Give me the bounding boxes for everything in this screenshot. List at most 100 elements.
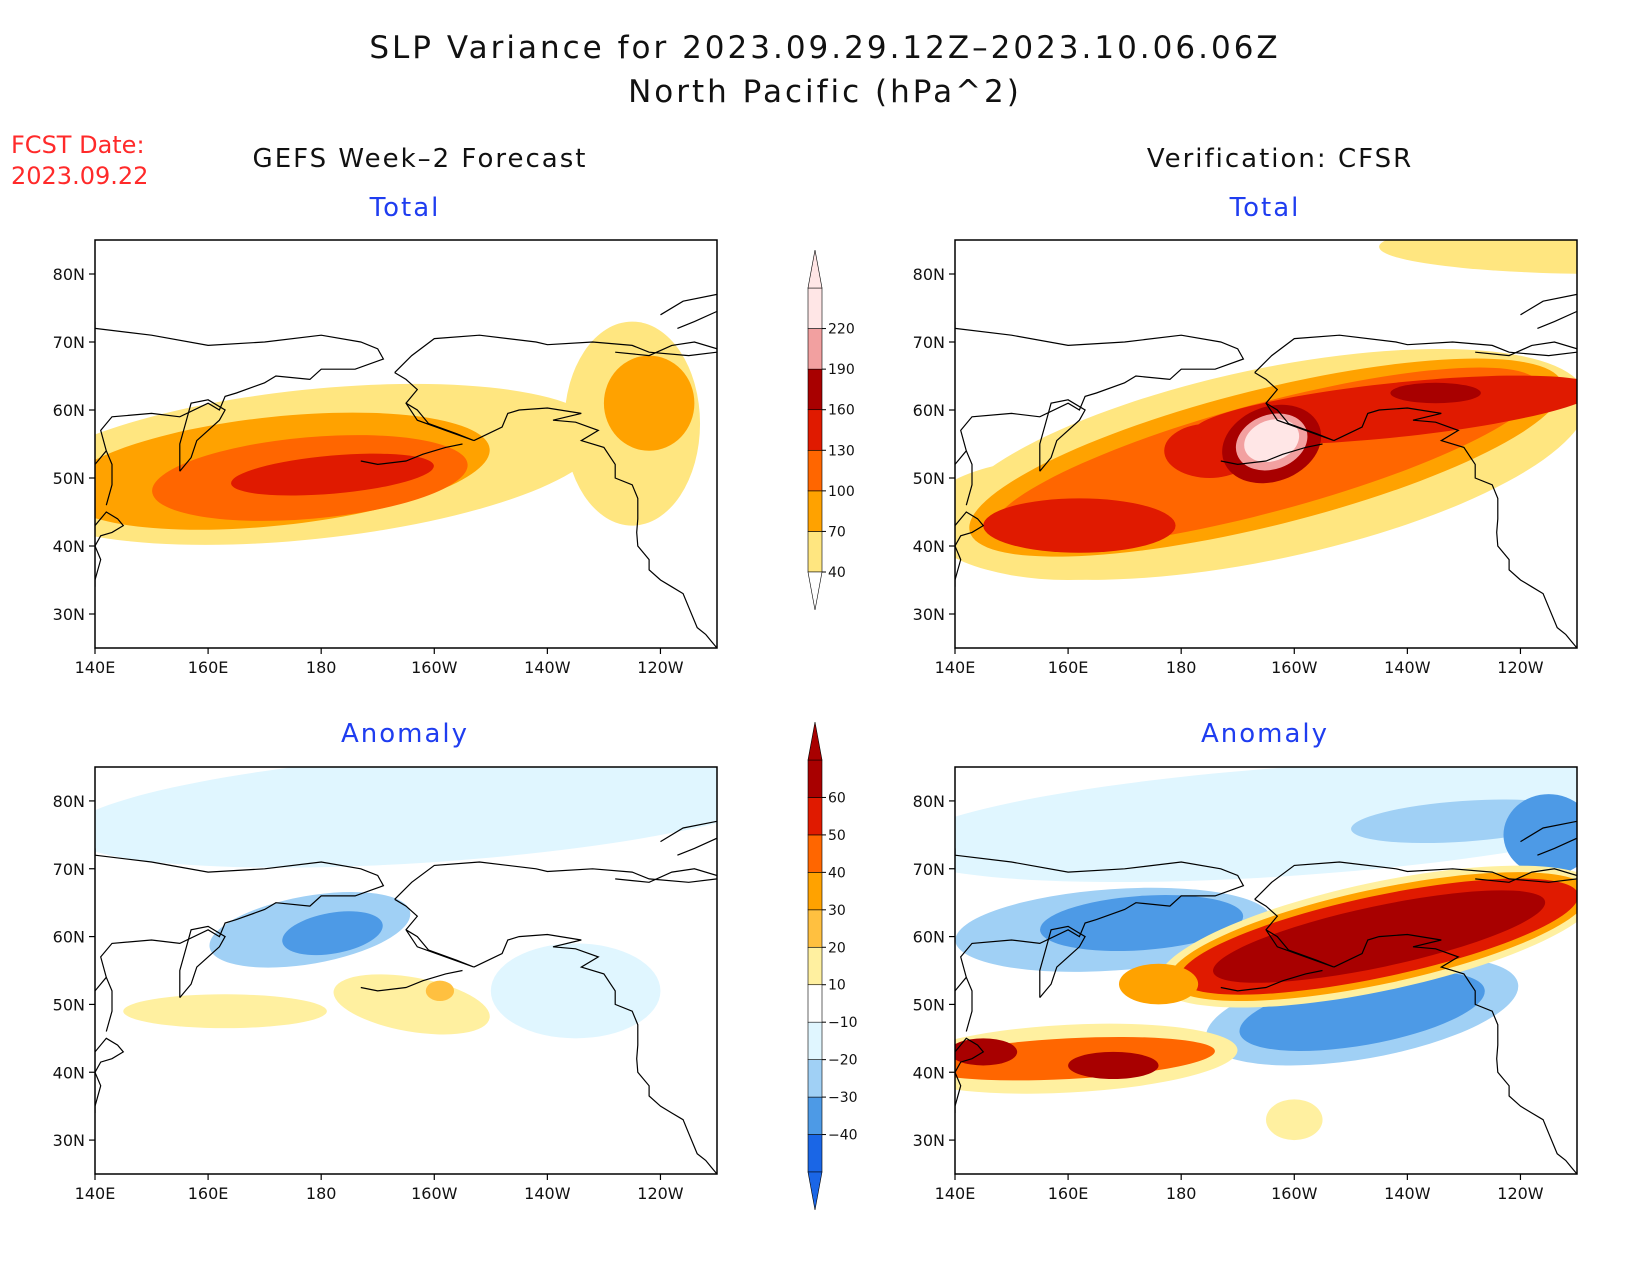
lon-tick-label: 140W — [524, 1184, 571, 1203]
lat-tick-label: 70N — [53, 333, 85, 352]
colorbar-label: 190 — [828, 362, 855, 378]
column-title-forecast: GEFS Week–2 Forecast — [252, 144, 588, 174]
shaded-contour-region — [1239, 971, 1485, 1051]
lat-tick-label: 60N — [53, 928, 85, 947]
coastline — [105, 450, 113, 506]
lat-tick-label: 50N — [913, 995, 945, 1014]
lon-tick-label: 120W — [637, 658, 684, 677]
column-title-verification: Verification: CFSR — [1146, 144, 1414, 174]
coastline — [1220, 969, 1323, 992]
colorbar-segment — [807, 984, 823, 1023]
lat-tick-label: 50N — [53, 995, 85, 1014]
shaded-contour-region — [123, 994, 327, 1029]
panel-forecast-anomaly — [95, 767, 717, 1174]
colorbar-arrow-top — [807, 249, 823, 289]
colorbar-segment — [807, 946, 823, 986]
panel-label-forecast-total: Total — [369, 193, 441, 223]
colorbar-label: 20 — [828, 940, 846, 956]
panel-label-verification-total: Total — [1229, 193, 1301, 223]
lon-tick-label: 160E — [188, 658, 229, 677]
shaded-contour-region — [1118, 963, 1199, 1005]
shaded-contour-region — [983, 498, 1176, 553]
colorbar-segment — [807, 1059, 823, 1098]
lon-tick-label: 140E — [935, 658, 976, 677]
coastline — [95, 511, 125, 587]
lon-tick-label: 120W — [637, 1184, 684, 1203]
coastline — [1254, 898, 1335, 968]
coastline — [1254, 334, 1577, 374]
shaded-contour-region — [282, 911, 383, 956]
coastline — [955, 1037, 985, 1113]
shaded-contour-region — [955, 767, 1577, 883]
fcst-label: FCST Date: — [11, 131, 145, 159]
lat-tick-label: 60N — [913, 928, 945, 947]
colorbar-segment — [807, 328, 823, 370]
coastline — [1520, 293, 1577, 316]
colorbar-label: 10 — [828, 978, 846, 994]
colorbar-label: 50 — [828, 828, 846, 844]
lon-tick-label: 160W — [411, 1184, 458, 1203]
lon-tick-label: 160E — [1048, 1184, 1089, 1203]
panel-forecast-total — [95, 240, 717, 648]
lat-tick-label: 40N — [53, 1063, 85, 1082]
coastline — [1254, 372, 1335, 442]
lat-tick-label: 40N — [913, 1063, 945, 1082]
coastline — [179, 925, 226, 998]
main-title: SLP Variance for 2023.09.29.12Z–2023.10.… — [369, 30, 1281, 66]
shaded-contour-region — [1266, 1099, 1323, 1141]
lon-tick-label: 180 — [1166, 1184, 1197, 1203]
colorbar-arrow-bottom — [807, 1171, 823, 1211]
colorbar-label: −20 — [828, 1053, 858, 1069]
coastline — [95, 848, 385, 992]
coastline — [1039, 399, 1086, 472]
lon-tick-label: 140E — [75, 1184, 116, 1203]
panel-frame — [954, 766, 1578, 1175]
colorbar-total: 220 190 160 130 100 70 40 — [807, 249, 855, 611]
lat-tick-label: 40N — [53, 537, 85, 556]
colorbar-label: 160 — [828, 403, 855, 419]
coastline — [105, 977, 113, 1032]
shaded-contour-region — [425, 980, 455, 1002]
coastline — [1475, 868, 1577, 883]
colorbar-label: −30 — [828, 1090, 858, 1106]
coastline — [677, 310, 717, 329]
colorbar-anomaly: 60 50 40 30 20 10 −10 −20 −30 −40 — [807, 721, 858, 1211]
shaded-contour-region — [1390, 382, 1481, 404]
lat-tick-label: 30N — [53, 1131, 85, 1150]
coastline — [473, 933, 717, 1174]
coastline — [1333, 407, 1577, 648]
coastline — [360, 969, 463, 992]
coastline — [965, 450, 973, 506]
lon-tick-label: 140E — [935, 1184, 976, 1203]
lon-tick-label: 160W — [411, 658, 458, 677]
lat-tick-label: 70N — [913, 860, 945, 879]
lon-tick-label: 160E — [1048, 658, 1089, 677]
coastline — [677, 837, 717, 856]
lat-tick-label: 50N — [53, 469, 85, 488]
lat-tick-label: 40N — [913, 537, 945, 556]
coastline — [1537, 310, 1577, 329]
panel-frame — [94, 766, 718, 1175]
lon-tick-label: 180 — [306, 658, 337, 677]
coastline — [394, 372, 475, 442]
colorbar-label: 40 — [828, 865, 846, 881]
colorbar-segment — [807, 368, 823, 411]
fcst-date: 2023.09.22 — [11, 162, 149, 190]
colorbar-segment — [807, 531, 823, 573]
shaded-contour-region — [95, 767, 717, 868]
colorbar-segment — [807, 872, 823, 911]
lat-tick-label: 60N — [913, 401, 945, 420]
coastline — [955, 321, 1245, 465]
colorbar-arrow-top — [807, 721, 823, 761]
colorbar-label: 40 — [828, 565, 846, 581]
lon-tick-label: 180 — [1166, 658, 1197, 677]
colorbar-segment — [807, 1096, 823, 1135]
lon-tick-label: 160W — [1271, 658, 1318, 677]
coastline — [95, 1037, 125, 1113]
coastline — [394, 898, 475, 968]
shaded-contour-region — [1244, 419, 1300, 463]
colorbar-segment — [807, 409, 823, 451]
coastline — [955, 848, 1245, 992]
lat-tick-label: 50N — [913, 469, 945, 488]
